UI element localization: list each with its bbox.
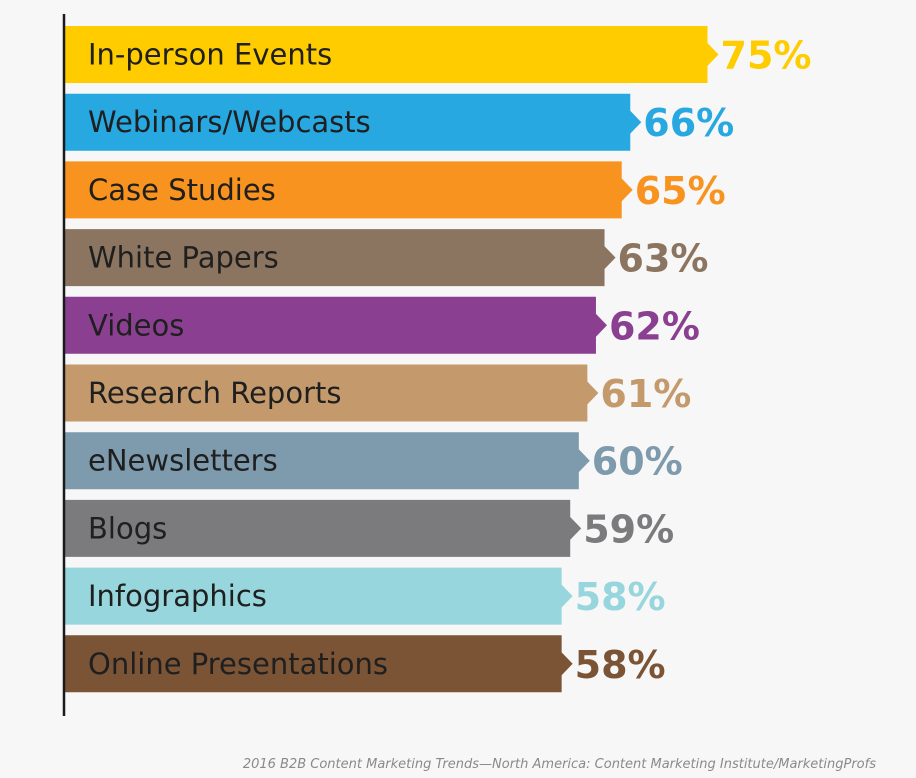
bar-label-7: Blogs bbox=[88, 511, 167, 545]
value-label-9: 58% bbox=[575, 643, 666, 687]
bar-5 bbox=[64, 364, 599, 422]
bar-label-8: Infographics bbox=[88, 579, 267, 613]
value-label-8: 58% bbox=[575, 575, 666, 619]
value-label-2: 65% bbox=[635, 169, 726, 213]
value-label-6: 60% bbox=[592, 440, 683, 484]
bar-0 bbox=[64, 26, 719, 83]
bar-3 bbox=[64, 229, 616, 287]
bar-1 bbox=[64, 93, 642, 151]
value-label-0: 75% bbox=[721, 34, 812, 78]
bar-4 bbox=[64, 296, 607, 354]
bar-label-3: White Papers bbox=[88, 241, 279, 275]
value-label-5: 61% bbox=[600, 372, 691, 416]
source-note: 2016 B2B Content Marketing Trends—North … bbox=[242, 757, 876, 772]
bar-label-0: In-person Events bbox=[88, 38, 332, 72]
bar-label-5: Research Reports bbox=[88, 376, 341, 410]
bar-label-2: Case Studies bbox=[88, 173, 276, 207]
value-label-7: 59% bbox=[583, 507, 674, 551]
bar-label-4: Videos bbox=[88, 308, 184, 342]
bar-6 bbox=[64, 432, 590, 490]
bar-7 bbox=[64, 499, 582, 557]
value-label-4: 62% bbox=[609, 304, 700, 348]
bar-2 bbox=[64, 161, 633, 219]
bar-9 bbox=[64, 635, 573, 693]
value-label-3: 63% bbox=[618, 237, 709, 281]
bar-label-6: eNewsletters bbox=[88, 444, 278, 478]
bar-label-9: Online Presentations bbox=[88, 647, 388, 681]
bar-8 bbox=[64, 567, 573, 625]
value-label-1: 66% bbox=[643, 101, 734, 145]
bar-label-1: Webinars/Webcasts bbox=[88, 105, 371, 139]
